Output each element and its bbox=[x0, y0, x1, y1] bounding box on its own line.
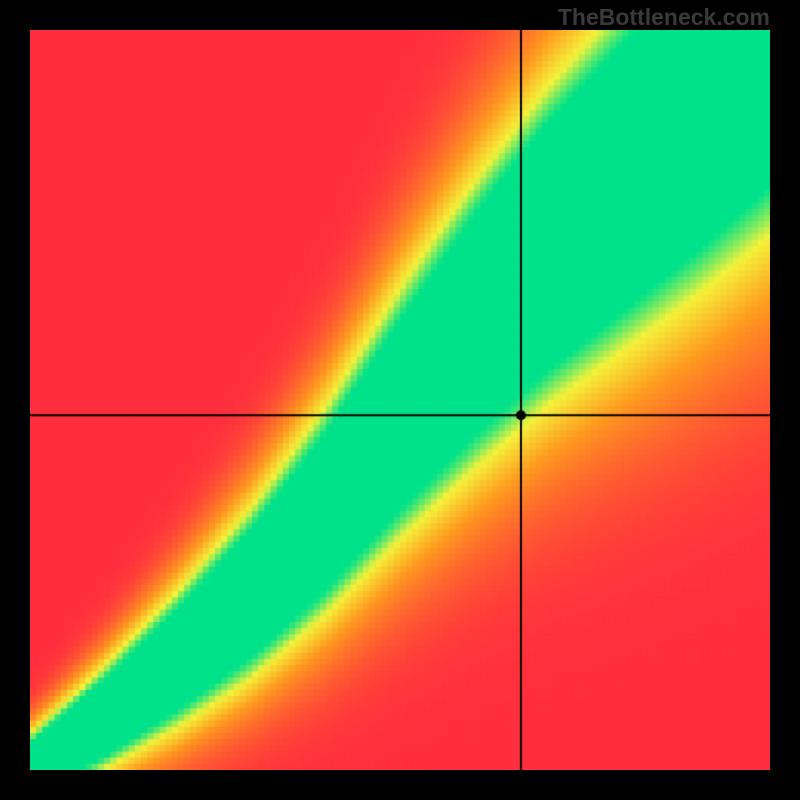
bottleneck-heatmap bbox=[30, 30, 770, 770]
chart-container: TheBottleneck.com bbox=[0, 0, 800, 800]
watermark-text: TheBottleneck.com bbox=[558, 4, 770, 31]
